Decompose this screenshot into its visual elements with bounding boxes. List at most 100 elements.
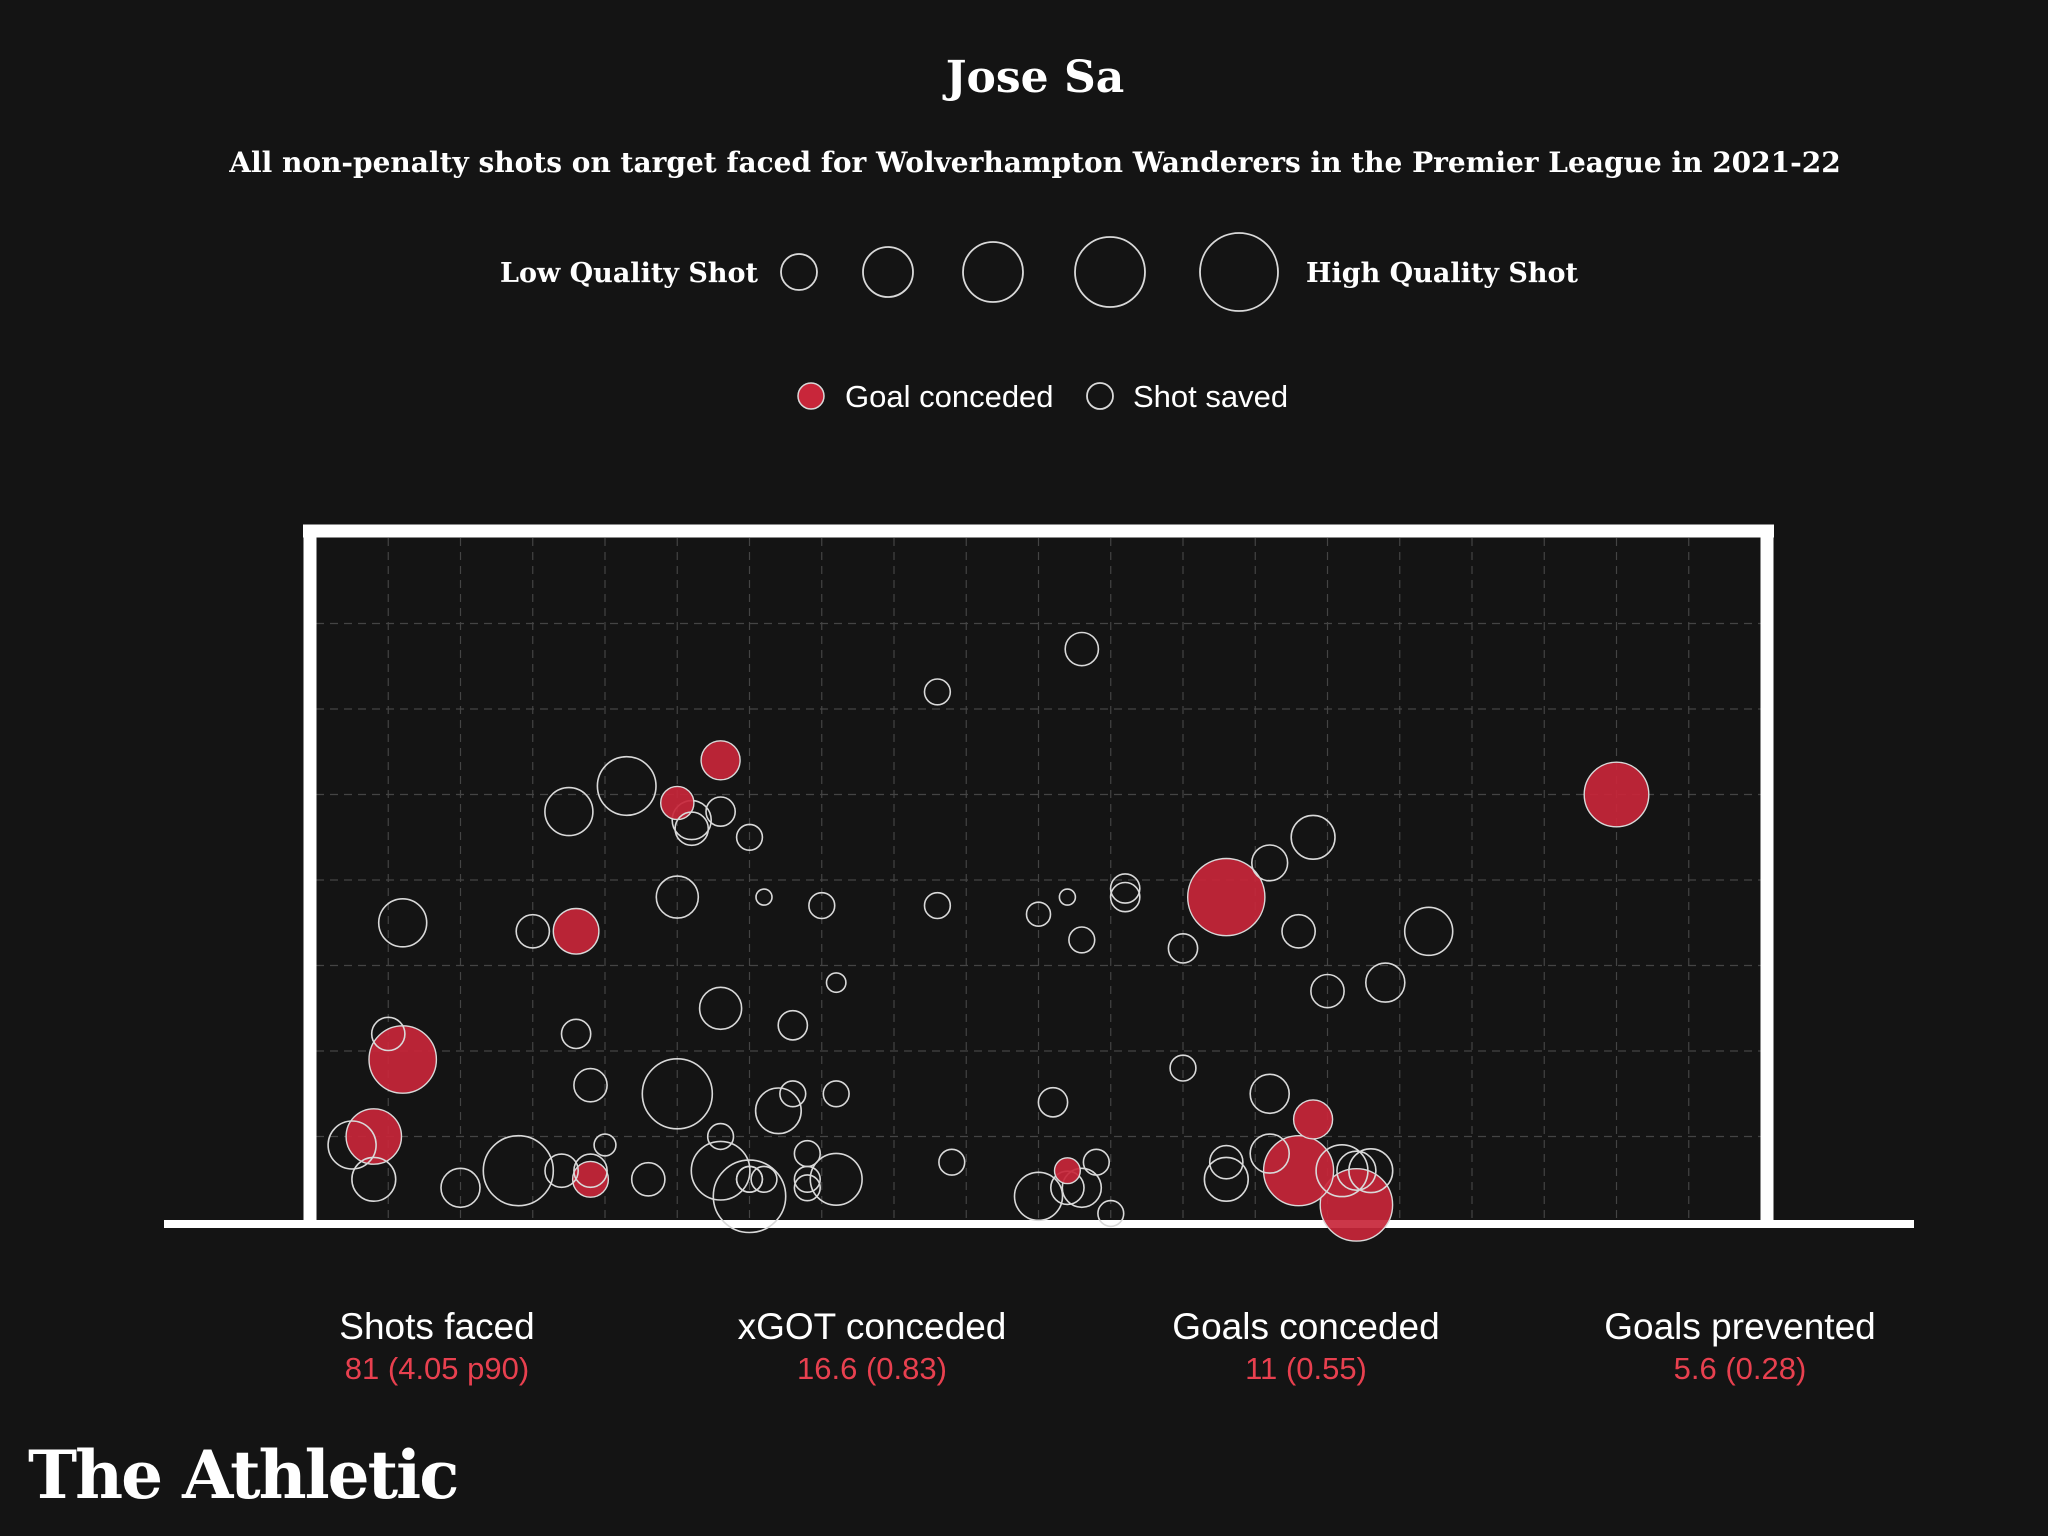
shot-saved-marker: [351, 1156, 397, 1203]
shot-saved-marker: [573, 1153, 608, 1189]
goal-frame: [164, 524, 1914, 1228]
shot-saved-marker: [1013, 1171, 1064, 1222]
shot-saved-marker: [822, 1080, 850, 1108]
shot-goal-marker: [368, 1025, 438, 1094]
legend-high-quality-label: High Quality Shot: [1306, 258, 1579, 289]
shot-saved-marker: [705, 796, 737, 828]
size-legend-circle-2: [862, 246, 914, 298]
shot-saved-marker: [779, 1080, 807, 1108]
shot-saved-marker: [755, 888, 773, 906]
legend-goal-marker: [797, 382, 825, 410]
shot-saved-marker: [793, 1165, 821, 1194]
shot-saved-marker: [596, 755, 657, 817]
shot-saved-marker: [698, 986, 743, 1031]
shot-goal-marker: [1319, 1168, 1394, 1242]
shot-saved-marker: [370, 1016, 406, 1052]
shot-saved-marker: [1250, 844, 1289, 882]
shot-saved-marker: [1315, 1143, 1369, 1198]
shot-goal-marker: [571, 1160, 610, 1198]
chart-title: Jose Sa: [945, 52, 1125, 103]
shot-saved-marker: [544, 1153, 580, 1189]
stat-xgot-label: xGOT conceded: [737, 1306, 1007, 1347]
shot-saved-marker: [690, 1140, 751, 1201]
shot-saved-marker: [735, 823, 764, 851]
shot-saved-marker: [809, 1152, 863, 1207]
shot-saved-marker: [923, 891, 952, 920]
size-legend: [780, 232, 1279, 312]
legend-low-quality-label: Low Quality Shot: [500, 258, 758, 289]
shot-saved-marker: [1249, 1133, 1290, 1174]
shot-saved-marker: [777, 1009, 809, 1041]
chart-subtitle: All non-penalty shots on target faced fo…: [229, 146, 1841, 179]
shot-saved-marker: [808, 891, 836, 920]
shot-saved-marker: [630, 1161, 666, 1197]
shot-saved-marker: [750, 1165, 778, 1194]
shot-saved-marker: [1281, 913, 1317, 949]
shot-saved-marker: [377, 897, 428, 948]
chart-svg: Low Quality Shot High Quality Shot Goal …: [164, 232, 1914, 1242]
shot-saved-marker: [440, 1167, 481, 1209]
shot-saved-marker: [655, 875, 700, 919]
shot-saved-marker: [1068, 926, 1096, 954]
shot-markers: [327, 631, 1650, 1242]
shot-saved-marker: [1169, 1054, 1197, 1082]
shot-saved-marker: [1249, 1073, 1290, 1115]
shot-saved-marker: [754, 1087, 803, 1135]
shot-saved-marker: [1336, 1150, 1377, 1191]
shot-saved-marker: [1348, 1147, 1394, 1194]
legend-saved-label: Shot saved: [1133, 379, 1288, 414]
shot-saved-marker: [544, 786, 594, 837]
goal-grid: [316, 538, 1761, 1222]
shot-saved-marker: [515, 913, 551, 949]
shot-saved-marker: [327, 1120, 377, 1170]
shot-saved-marker: [712, 1159, 787, 1234]
shot-saved-marker: [735, 1165, 764, 1194]
shot-saved-marker: [793, 1174, 821, 1202]
stat-shots-faced-value: 81 (4.05 p90): [344, 1351, 530, 1386]
shot-goal-marker: [700, 740, 741, 781]
shot-saved-marker: [482, 1134, 555, 1207]
shot-saved-marker: [793, 1139, 821, 1168]
legend-saved-marker: [1086, 382, 1114, 410]
shot-goal-marker: [552, 907, 600, 955]
shot-saved-marker: [1064, 631, 1100, 667]
stat-goals-prevented-label: Goals prevented: [1604, 1306, 1876, 1347]
stat-xgot-value: 16.6 (0.83): [797, 1351, 947, 1386]
shot-goal-marker: [1053, 1157, 1081, 1185]
shot-saved-marker: [923, 678, 952, 706]
shot-saved-marker: [593, 1133, 617, 1157]
size-legend-circle-3: [962, 241, 1024, 303]
shot-saved-marker: [1037, 1086, 1069, 1118]
shot-saved-marker: [1109, 881, 1141, 913]
stat-goals-prevented-value: 5.6 (0.28): [1673, 1351, 1807, 1386]
shot-saved-marker: [706, 1122, 735, 1151]
shot-saved-marker: [1403, 906, 1454, 957]
size-legend-circle-5: [1199, 232, 1279, 312]
shot-saved-marker: [1025, 901, 1052, 928]
shot-saved-marker: [1082, 1148, 1111, 1176]
size-legend-circle-1: [780, 253, 818, 291]
shot-goal-marker: [1187, 857, 1266, 937]
shot-saved-marker: [1061, 1167, 1103, 1209]
brand-logo: The Athletic: [28, 1436, 459, 1514]
shot-saved-marker: [1365, 962, 1406, 1003]
shot-saved-marker: [674, 811, 710, 847]
shot-goal-marker: [1262, 1134, 1335, 1207]
shot-saved-marker: [560, 1018, 592, 1050]
shot-saved-marker: [938, 1148, 966, 1176]
shot-saved-marker: [1097, 1199, 1125, 1228]
legend-goal-label: Goal conceded: [845, 379, 1054, 414]
shot-goal-marker: [660, 785, 695, 821]
shot-saved-marker: [1290, 814, 1336, 860]
shot-saved-marker: [1310, 973, 1345, 1009]
shot-goal-marker: [1583, 761, 1650, 828]
shot-saved-marker: [1208, 1144, 1244, 1180]
stat-goals-conceded-value: 11 (0.55): [1245, 1351, 1367, 1386]
shot-saved-marker: [573, 1067, 608, 1103]
shot-saved-marker: [641, 1058, 714, 1130]
shot-saved-marker: [1109, 873, 1141, 904]
stat-goals-conceded-label: Goals conceded: [1172, 1306, 1440, 1347]
size-legend-circle-4: [1074, 236, 1146, 308]
shot-saved-marker: [825, 972, 847, 994]
stat-shots-faced-label: Shots faced: [339, 1306, 535, 1347]
